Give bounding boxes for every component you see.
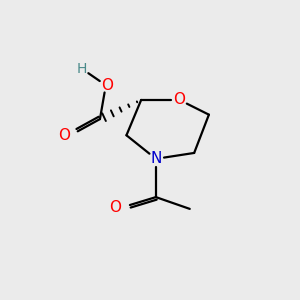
Text: O: O (173, 92, 185, 107)
Text: O: O (110, 200, 122, 215)
Text: N: N (150, 151, 162, 166)
Text: O: O (101, 78, 113, 93)
Text: O: O (58, 128, 70, 143)
Text: H: H (77, 62, 88, 76)
